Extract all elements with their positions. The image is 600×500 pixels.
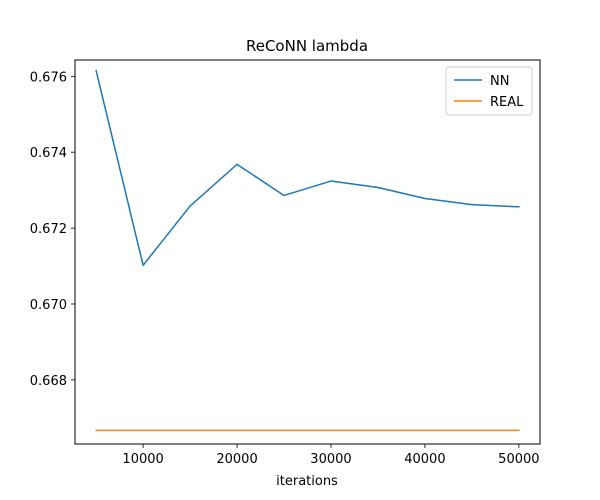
x-axis-label: iterations <box>276 474 338 489</box>
series-line-nn <box>95 69 520 267</box>
y-tick-label: 0.670 <box>30 298 67 313</box>
x-tick-label: 50000 <box>498 452 539 467</box>
x-tick-label: 10000 <box>122 452 163 467</box>
x-tick-label: 40000 <box>404 452 445 467</box>
legend-label-nn: NN <box>490 74 509 89</box>
x-tick-label: 20000 <box>216 452 257 467</box>
x-tick-label: 30000 <box>310 452 351 467</box>
legend-label-real: REAL <box>490 95 524 110</box>
y-tick-label: 0.674 <box>30 146 67 161</box>
y-tick-label: 0.668 <box>30 374 67 389</box>
y-tick-label: 0.672 <box>30 222 67 237</box>
legend: NN REAL <box>445 66 533 116</box>
chart-title: ReCoNN lambda <box>246 37 368 55</box>
legend-box <box>445 66 533 116</box>
plot-frame <box>74 59 541 445</box>
x-axis: 10000 20000 30000 40000 50000 <box>122 444 540 467</box>
y-tick-label: 0.676 <box>30 70 67 85</box>
y-axis: 0.668 0.670 0.672 0.674 0.676 <box>30 70 75 389</box>
series-layer <box>95 69 520 432</box>
